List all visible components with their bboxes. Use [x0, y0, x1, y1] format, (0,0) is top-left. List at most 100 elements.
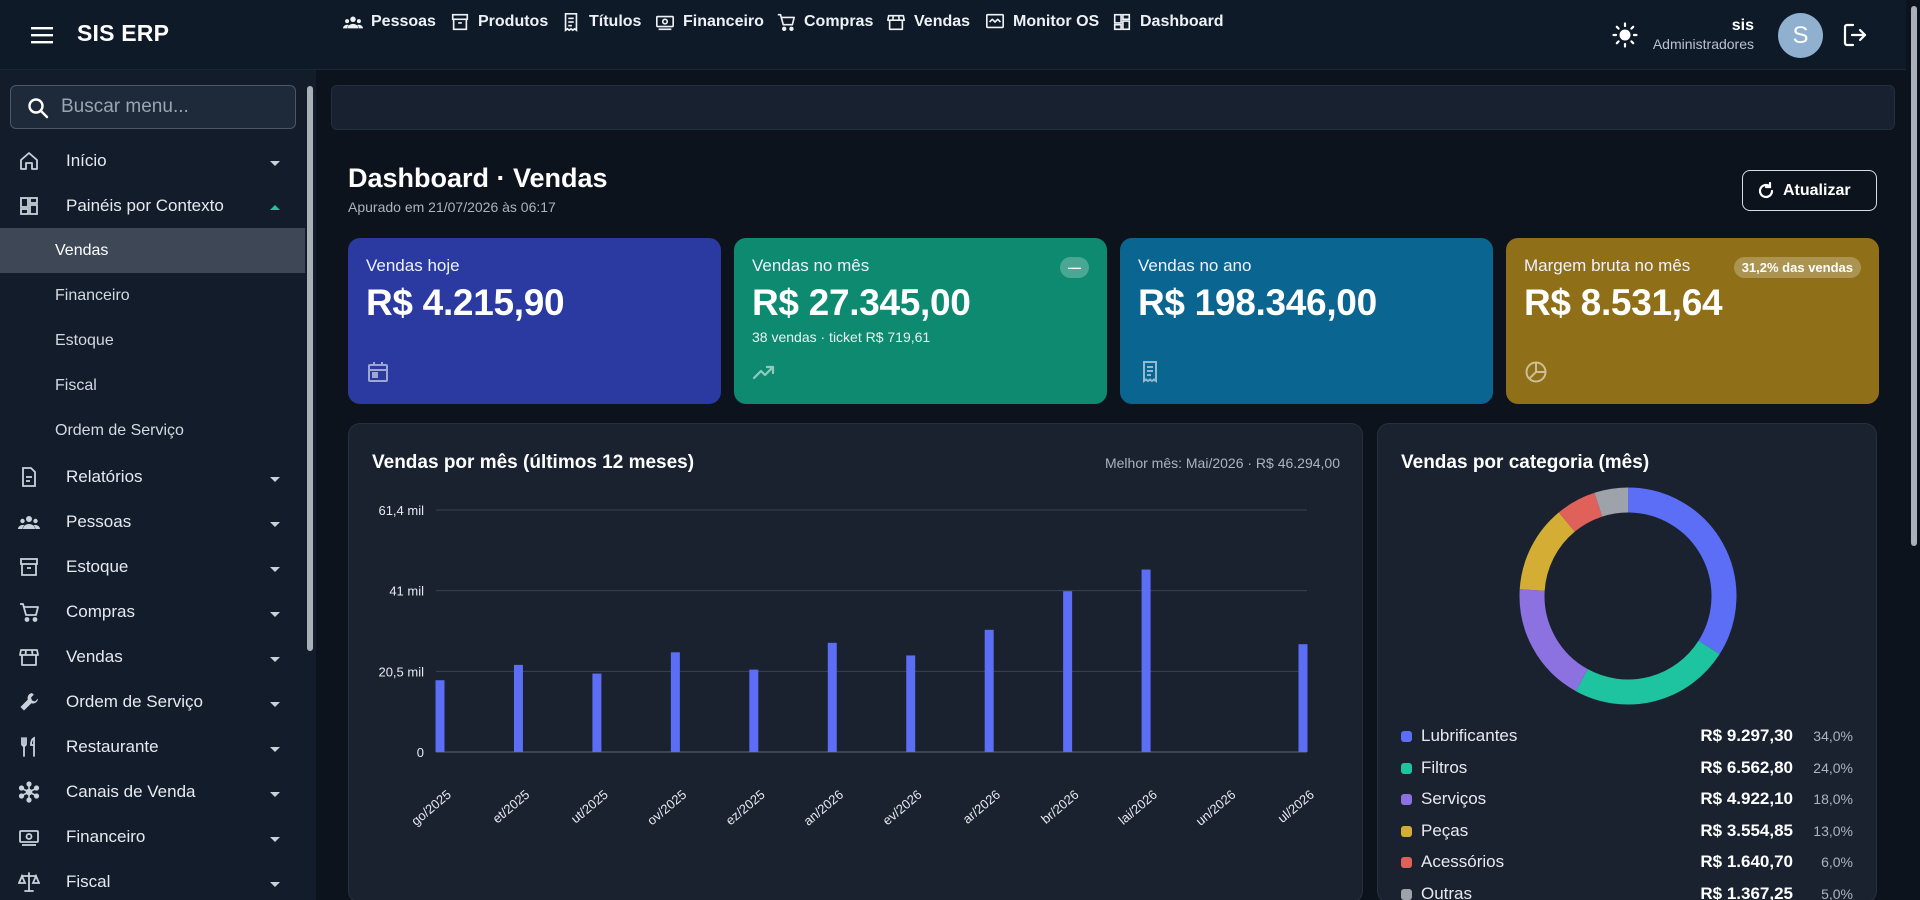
x-tick-label: et/2025 [490, 787, 533, 826]
sidebar-item-financeiro[interactable]: Financeiro [0, 814, 305, 859]
sidebar-item-fiscal[interactable]: Fiscal [0, 859, 305, 900]
bar [984, 629, 994, 752]
legend-row: Outras R$ 1.367,25 5,0% [1401, 882, 1853, 900]
bar [435, 680, 445, 752]
bar [827, 642, 837, 752]
x-tick-label: ez/2025 [723, 787, 768, 828]
kpi-card-title: Margem bruta no mês [1524, 256, 1691, 275]
bar [513, 664, 523, 752]
bar [592, 673, 602, 752]
hamburger-menu-icon[interactable] [26, 19, 58, 51]
y-tick-label: 41 mil [389, 584, 424, 599]
sidebar-item-label: Relatórios [66, 466, 143, 486]
sidebar-item-label: Financeiro [66, 826, 146, 846]
x-tick-label: br/2026 [1038, 787, 1081, 827]
money-icon [656, 15, 674, 31]
donut-slice [1558, 492, 1603, 532]
donut-slice [1627, 487, 1737, 655]
search-icon [27, 97, 49, 119]
quicklink-monitor-os[interactable]: Monitor OS [985, 11, 1099, 33]
user-role: Administradores [1652, 36, 1754, 52]
legend-row: Acessórios R$ 1.640,70 6,0% [1401, 850, 1853, 874]
sidebar-subitem-financeiro[interactable]: Financeiro [0, 273, 305, 318]
quicklink-label: Compras [804, 13, 874, 30]
x-tick-label: ut/2025 [568, 787, 611, 826]
sales-by-category-donut [1519, 487, 1737, 705]
quicklink-titulos[interactable]: Títulos [561, 11, 641, 33]
sidebar-item-estoque[interactable]: Estoque [0, 544, 305, 589]
theme-toggle-sun-icon[interactable] [1611, 21, 1639, 49]
sidebar-subitem-estoque[interactable]: Estoque [0, 318, 305, 363]
legend-label: Serviços [1421, 789, 1487, 808]
sidebar-item-compras[interactable]: Compras [0, 589, 305, 634]
sidebar-item-canais-venda[interactable]: Canais de Venda [0, 769, 305, 814]
chevron-down-icon [269, 155, 281, 166]
donut-slice [1519, 589, 1589, 692]
user-name: sis [1731, 17, 1754, 34]
sidebar-item-pessoas[interactable]: Pessoas [0, 499, 305, 544]
sidebar-item-inicio[interactable]: Início [0, 138, 305, 183]
quicklink-label: Pessoas [371, 13, 436, 30]
legend-value: R$ 6.562,80 [1700, 757, 1793, 777]
quicklink-produtos[interactable]: Produtos [450, 11, 548, 33]
quicklink-vendas[interactable]: Vendas [886, 11, 970, 33]
quick-links-bar [331, 85, 1895, 130]
sidebar-subitem-fiscal[interactable]: Fiscal [0, 363, 305, 408]
quicklink-dashboard[interactable]: Dashboard [1112, 11, 1224, 33]
x-tick-label: ul/2026 [1275, 787, 1317, 826]
legend-percent: 18,0% [1813, 791, 1853, 807]
legend-percent: 24,0% [1813, 759, 1853, 776]
quicklink-financeiro[interactable]: Financeiro [655, 11, 764, 33]
sidebar-subitem-vendas[interactable]: Vendas [0, 228, 305, 273]
sidebar-item-ordem-servico[interactable]: Ordem de Serviço [0, 679, 305, 724]
panel-title: Vendas por categoria (mês) [1401, 452, 1650, 473]
legend-value: R$ 4.922,10 [1700, 789, 1793, 808]
quicklink-compras[interactable]: Compras [776, 11, 873, 33]
kpi-card-value: R$ 4.215,90 [366, 282, 565, 323]
sidebar-item-label: Estoque [66, 556, 129, 576]
sidebar-item-paineis[interactable]: Painéis por Contexto [0, 183, 305, 228]
sidebar-scrollbar-thumb[interactable] [307, 86, 313, 651]
search-input[interactable] [61, 92, 291, 122]
donut-slice [1594, 487, 1629, 517]
legend-swatch [1401, 888, 1412, 900]
sidebar-subitem-ordem-servico[interactable]: Ordem de Serviço [0, 408, 305, 453]
trending-up-icon [752, 360, 776, 384]
sidebar-item-relatorios[interactable]: Relatórios [0, 454, 305, 499]
sidebar-item-restaurante[interactable]: Restaurante [0, 724, 305, 769]
legend-label: Outras [1421, 883, 1473, 900]
calendar-icon [366, 360, 390, 384]
margin-badge: 31,2% das vendas [1733, 257, 1861, 278]
refresh-button[interactable]: Atualizar [1742, 170, 1877, 211]
quicklink-label: Financeiro [683, 13, 764, 30]
trend-badge: — [1060, 257, 1089, 278]
people-icon [18, 511, 40, 533]
legend-swatch [1401, 794, 1412, 805]
sales-by-month-panel: Vendas por mês (últimos 12 meses) Melhor… [348, 423, 1363, 900]
legend-swatch [1401, 762, 1412, 774]
legend-value: R$ 3.554,85 [1700, 820, 1793, 840]
sidebar-subitem-label: Estoque [55, 331, 114, 349]
legend-value: R$ 1.640,70 [1700, 852, 1793, 871]
bar [670, 652, 680, 752]
legend-label: Lubrificantes [1421, 726, 1518, 745]
page-scrollbar-thumb[interactable] [1911, 6, 1917, 546]
kpi-card-value: R$ 198.346,00 [1138, 282, 1377, 323]
quicklink-pessoas[interactable]: Pessoas [343, 11, 436, 33]
sidebar-item-vendas[interactable]: Vendas [0, 634, 305, 679]
legend-row: Filtros R$ 6.562,80 24,0% [1401, 756, 1853, 780]
bar [1063, 591, 1073, 752]
wrench-icon [18, 691, 40, 713]
hub-icon [18, 781, 40, 803]
kpi-card-note: 38 vendas · ticket R$ 719,61 [752, 329, 931, 345]
sidebar-item-label: Pessoas [66, 511, 132, 531]
menu-search-box[interactable] [10, 85, 296, 129]
refresh-icon [1758, 181, 1774, 198]
bar [1141, 569, 1151, 752]
money-icon [18, 826, 40, 848]
logout-icon[interactable] [1841, 21, 1869, 49]
legend-row: Serviços R$ 4.922,10 18,0% [1401, 787, 1853, 811]
sidebar-subitem-label: Vendas [55, 241, 109, 259]
x-tick-label: un/2026 [1193, 787, 1239, 829]
avatar[interactable]: S [1778, 13, 1823, 58]
